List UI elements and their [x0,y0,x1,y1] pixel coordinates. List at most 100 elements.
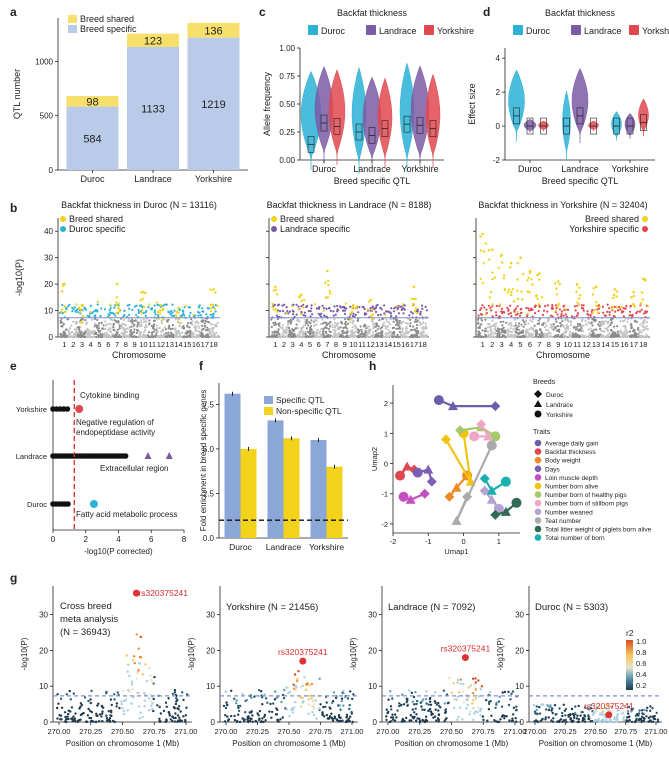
manhattan-peak-point [274,308,277,311]
manhattan-point-bg [507,329,510,332]
panel-d-legend-duroc-swatch [513,25,523,35]
locus-point [537,720,540,724]
locus-point [645,709,648,712]
manhattan-point-bg [616,330,620,333]
locus-point [243,719,246,722]
manhattan-point-bg [602,323,605,326]
panel-c-legend-duroc-swatch [308,25,318,35]
manhattan-point-bg [69,327,72,330]
manhattan-point-bg [93,329,96,332]
manhattan-chrom-label: 13 [592,340,600,349]
manhattan-point-bg [304,318,307,321]
locus-point [109,698,113,701]
umap-point-landrace [486,485,497,495]
manhattan-peak-point [579,294,582,297]
bar-specific-yorkshire [187,37,240,170]
manhattan-point-bg [374,329,377,333]
manhattan-peak-point [115,311,118,315]
manhattan-point-specific [72,308,75,311]
locus-point [250,696,253,700]
locus-point [458,691,461,694]
manhattan-point-bg [382,321,386,324]
manhattan-point-bg [628,330,632,333]
manhattan-point-bg [623,319,626,322]
locus-point [269,702,272,706]
manhattan-peak-top [575,282,579,286]
manhattan-point-specific [608,313,611,316]
manhattan-point-bg [136,321,139,324]
locus-point [297,670,300,673]
trait-legend-dot [534,456,542,464]
breed-legend-label: Yorkshire [546,412,573,419]
locus-point [507,690,510,694]
manhattan-point-bg [178,325,181,328]
manhattan-point-specific [295,313,298,316]
breed-legend-circle-icon [534,410,542,418]
manhattan-point-specific [123,309,126,312]
manhattan-point-bg [204,320,207,323]
bar-shared-label: 98 [86,96,98,108]
manhattan-peak-point [641,298,644,301]
locus-point [421,718,424,722]
manhattan-point-bg [409,324,412,328]
manhattan-point-bg [402,335,405,339]
locus-point [186,693,189,696]
umap-point-landrace [451,515,462,525]
manhattan-point-bg [118,334,121,337]
manhattan-point-bg [277,328,280,331]
manhattan-point-bg [524,333,528,336]
locus-point [79,702,83,705]
manhattan-point-bg [625,335,628,338]
locus-point [462,682,465,686]
manhattan-point-specific [477,314,480,317]
manhattan-point-bg [477,333,480,336]
manhattan-point-bg [286,335,289,338]
locus-point [113,698,116,701]
locus-point [330,716,334,720]
manhattan-point-bg [178,333,182,337]
locus-point [230,689,233,692]
manhattan-point-bg [352,331,356,334]
locus-point [294,689,298,692]
manhattan-point-specific [525,306,528,310]
locus-ylabel: -log10(P) [187,637,196,670]
manhattan-point-specific [323,314,326,317]
manhattan-point-bg [147,335,150,338]
manhattan-point-bg [400,321,403,324]
manhattan-point-bg [382,335,385,338]
manhattan-ylabel: -log10(P) [14,259,24,296]
manhattan-point-bg [356,328,359,331]
manhattan-point-specific [310,307,313,310]
locus-ytick-label: 10 [206,682,215,691]
manhattan-point-bg [329,330,332,334]
manhattan-peak-point [479,249,482,252]
locus-point [72,715,75,718]
locus-point [138,662,141,665]
manhattan-point-bg [372,331,375,334]
manhattan-peak-point [371,313,375,316]
trait-legend-dot [534,517,542,524]
manhattan-point-bg [155,329,158,332]
panel-letter-d: d [483,5,490,19]
locus-point [178,716,181,719]
manhattan-point-specific [582,307,585,310]
locus-point [283,688,286,692]
manhattan-point-bg [77,335,80,338]
manhattan-peak-point [531,283,534,286]
locus-point [224,706,228,710]
manhattan-point-bg [494,325,497,328]
manhattan-point-bg [404,332,407,335]
manhattan-point-bg [510,330,514,333]
manhattan-point-bg [609,323,612,327]
manhattan-point-specific [618,306,621,309]
locus-point [258,717,261,720]
manhattan-point-bg [115,335,118,338]
locus-point [588,717,591,721]
locus-point [258,709,262,713]
manhattan-point-bg [322,335,325,338]
manhattan-point-bg [531,332,534,335]
manhattan-point-bg [215,331,218,334]
manhattan-point-specific [108,309,111,312]
locus-point [605,718,608,721]
locus-point [127,689,130,692]
